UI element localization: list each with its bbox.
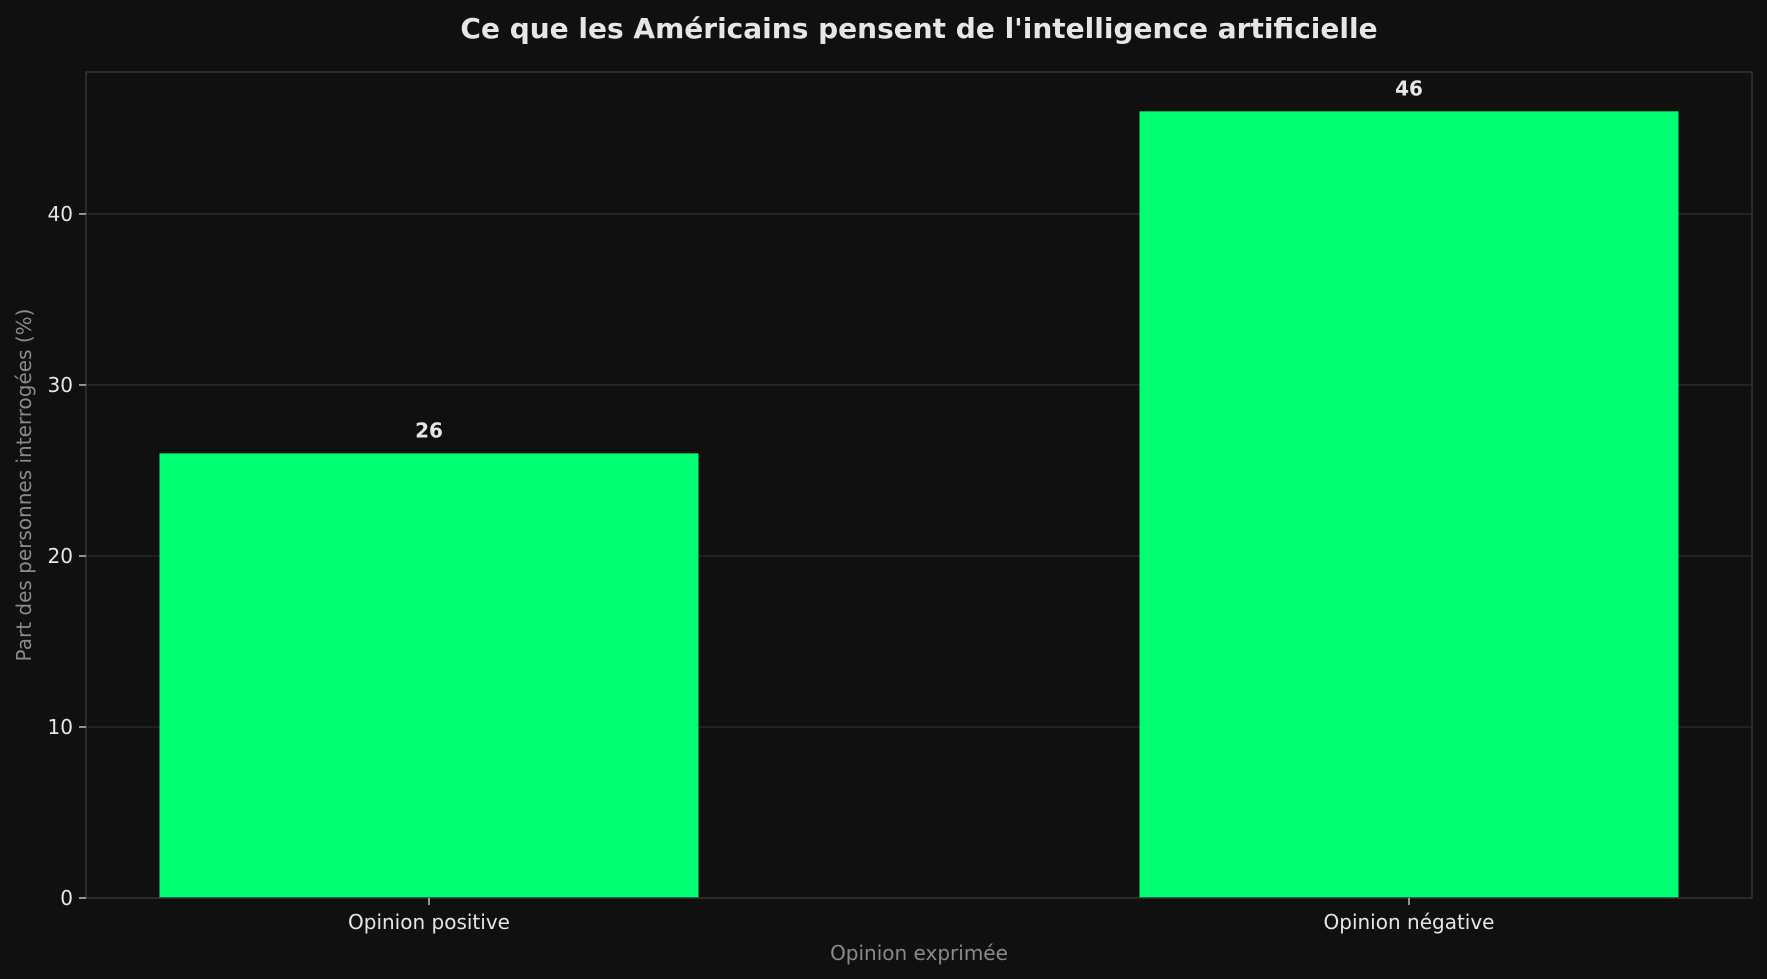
bars [159, 111, 1679, 899]
x-axis-ticks: Opinion positive Opinion négative [348, 898, 1494, 934]
x-tick-label: Opinion négative [1324, 910, 1495, 934]
bar [1139, 111, 1679, 899]
y-tick-label: 10 [48, 715, 73, 739]
y-tick-label: 0 [60, 886, 73, 910]
x-axis-label: Opinion exprimée [830, 941, 1008, 965]
chart-title: Ce que les Américains pensent de l'intel… [460, 12, 1377, 45]
y-tick-label: 30 [48, 373, 73, 397]
bar [159, 453, 699, 898]
y-tick-label: 20 [48, 544, 73, 568]
bar-value-label: 26 [415, 418, 443, 442]
bar-value-label: 46 [1395, 76, 1423, 100]
y-axis-label: Part des personnes interrogées (%) [12, 309, 36, 662]
plot-frame [85, 71, 1753, 899]
x-tick-label: Opinion positive [348, 910, 510, 934]
value-labels: 26 46 [415, 76, 1423, 442]
y-axis-ticks: 0 10 20 30 40 [48, 202, 86, 910]
y-tick-label: 40 [48, 202, 73, 226]
